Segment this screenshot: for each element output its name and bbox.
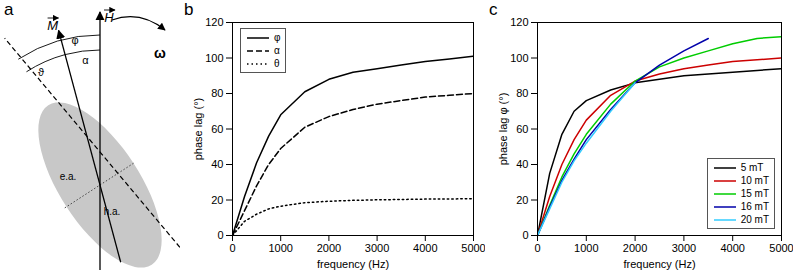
- svg-text:0: 0: [229, 242, 235, 254]
- svg-text:φ: φ: [71, 34, 78, 46]
- svg-text:4000: 4000: [413, 242, 437, 254]
- svg-text:5000: 5000: [769, 242, 793, 254]
- html-text:α: α: [274, 45, 280, 56]
- svg-text:100: 100: [510, 52, 528, 64]
- svg-text:2000: 2000: [623, 242, 647, 254]
- svg-text:H: H: [104, 10, 114, 25]
- svg-text:40: 40: [211, 158, 223, 170]
- svg-text:phase lag φ (°): phase lag φ (°): [497, 93, 509, 166]
- svg-text:h.a.: h.a.: [104, 206, 121, 217]
- svg-text:4000: 4000: [720, 242, 744, 254]
- html-text:10 mT: 10 mT: [740, 175, 769, 186]
- html-text:5 mT: 5 mT: [740, 162, 764, 173]
- html-text:20 mT: 20 mT: [740, 214, 769, 225]
- html-text:c: c: [489, 0, 498, 19]
- html-text:b: b: [184, 0, 194, 19]
- svg-text:60: 60: [211, 123, 223, 135]
- svg-text:e.a.: e.a.: [60, 171, 77, 182]
- svg-text:ϑ: ϑ: [38, 66, 44, 78]
- svg-text:0: 0: [522, 229, 528, 241]
- html-text:a: a: [4, 0, 14, 19]
- svg-text:1000: 1000: [574, 242, 598, 254]
- html-text:16 mT: 16 mT: [740, 201, 769, 212]
- svg-text:5000: 5000: [461, 242, 485, 254]
- svg-text:100: 100: [205, 52, 223, 64]
- svg-text:120: 120: [205, 16, 223, 28]
- svg-text:frequency (Hz): frequency (Hz): [317, 258, 389, 270]
- svg-text:frequency (Hz): frequency (Hz): [623, 258, 695, 270]
- svg-text:ω: ω: [154, 45, 166, 61]
- svg-text:60: 60: [516, 123, 528, 135]
- html-text:15 mT: 15 mT: [740, 188, 769, 199]
- svg-text:20: 20: [211, 194, 223, 206]
- html-text:θ: θ: [274, 58, 280, 69]
- svg-text:80: 80: [516, 87, 528, 99]
- svg-text:phase lag (°): phase lag (°): [192, 98, 204, 161]
- svg-text:M: M: [47, 18, 58, 33]
- svg-text:0: 0: [534, 242, 540, 254]
- svg-text:1000: 1000: [268, 242, 292, 254]
- svg-text:3000: 3000: [365, 242, 389, 254]
- html-text:φ: φ: [274, 32, 281, 43]
- svg-text:80: 80: [211, 87, 223, 99]
- svg-text:α: α: [82, 54, 89, 66]
- svg-text:3000: 3000: [672, 242, 696, 254]
- svg-text:2000: 2000: [317, 242, 341, 254]
- svg-text:20: 20: [516, 194, 528, 206]
- svg-text:0: 0: [217, 229, 223, 241]
- svg-text:120: 120: [510, 16, 528, 28]
- svg-text:40: 40: [516, 158, 528, 170]
